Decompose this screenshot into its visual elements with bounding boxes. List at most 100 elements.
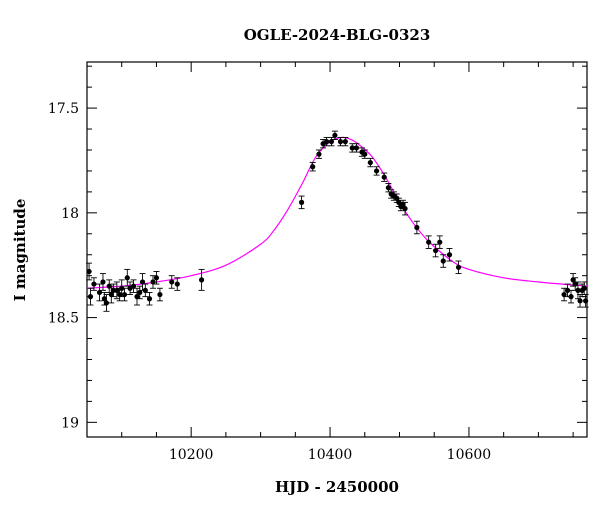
data-marker xyxy=(150,279,156,285)
y-tick-label: 17.5 xyxy=(48,101,79,117)
data-point xyxy=(153,271,160,285)
data-point xyxy=(174,277,181,291)
data-point xyxy=(309,162,316,172)
plot-frame xyxy=(86,61,588,438)
data-point xyxy=(331,130,338,140)
data-point xyxy=(298,195,305,210)
data-point xyxy=(436,235,443,249)
data-marker xyxy=(87,294,94,300)
model-curve-group xyxy=(86,136,588,289)
data-point xyxy=(373,166,380,176)
data-point xyxy=(142,283,149,298)
data-marker xyxy=(353,145,360,151)
data-marker xyxy=(373,168,380,174)
data-marker xyxy=(137,289,143,296)
data-marker xyxy=(568,294,574,300)
data-marker xyxy=(342,139,348,145)
data-point xyxy=(124,268,131,287)
data-marker xyxy=(570,277,576,283)
data-marker xyxy=(577,298,583,304)
data-point xyxy=(134,287,140,306)
data-point xyxy=(582,294,589,308)
data-point xyxy=(381,172,388,182)
y-tick-label: 18.5 xyxy=(48,311,79,327)
data-point xyxy=(446,248,453,262)
data-marker xyxy=(381,174,387,180)
data-point xyxy=(342,136,349,147)
data-marker xyxy=(583,298,589,304)
data-point xyxy=(361,149,368,159)
data-point xyxy=(572,277,579,291)
data-marker xyxy=(362,151,368,157)
data-point xyxy=(139,273,146,291)
data-marker xyxy=(316,151,322,157)
data-point xyxy=(432,243,439,258)
data-marker xyxy=(114,287,120,293)
y-tick-label: 19 xyxy=(61,415,79,431)
data-marker xyxy=(153,275,160,281)
data-marker xyxy=(310,164,316,170)
data-point xyxy=(349,143,356,153)
data-marker xyxy=(433,247,439,254)
x-tick-label: 10600 xyxy=(447,447,492,463)
data-marker xyxy=(575,287,581,293)
data-point xyxy=(413,220,420,235)
data-marker xyxy=(328,139,335,145)
model-curve xyxy=(86,136,588,289)
data-marker xyxy=(96,289,103,296)
data-marker xyxy=(174,281,180,287)
data-point xyxy=(425,235,432,249)
data-marker xyxy=(100,279,106,285)
data-marker xyxy=(337,139,344,145)
data-marker xyxy=(91,281,97,287)
data-point xyxy=(455,260,462,275)
data-point xyxy=(367,157,374,168)
data-marker xyxy=(108,291,114,298)
data-point xyxy=(156,287,163,302)
data-marker xyxy=(561,291,567,298)
data-marker xyxy=(86,268,92,275)
data-point xyxy=(564,283,571,298)
data-marker xyxy=(446,252,453,258)
data-point xyxy=(402,201,409,216)
plot-area: 10200 10400 10600 17.5 18 18.5 19 xyxy=(48,61,589,463)
data-marker xyxy=(564,287,571,293)
y-axis-label: I magnitude xyxy=(11,199,29,302)
data-marker xyxy=(298,199,305,205)
data-marker xyxy=(121,291,128,298)
data-marker xyxy=(101,296,107,302)
data-point xyxy=(113,281,120,300)
y-tick-label: 18 xyxy=(61,206,79,222)
observations-group xyxy=(86,130,589,312)
x-tick-label: 10200 xyxy=(169,447,214,463)
data-point xyxy=(168,275,175,289)
data-marker xyxy=(117,291,123,298)
axis-ticks xyxy=(86,62,587,437)
data-marker xyxy=(437,239,443,245)
data-point xyxy=(121,287,128,302)
data-point xyxy=(130,279,137,293)
data-point xyxy=(440,254,447,268)
data-point xyxy=(353,143,360,153)
data-marker xyxy=(124,275,130,281)
x-axis-label: HJD - 2450000 xyxy=(275,478,399,496)
data-marker xyxy=(169,279,175,285)
data-point xyxy=(136,285,143,300)
data-point xyxy=(146,291,153,306)
data-marker xyxy=(134,294,140,300)
data-point xyxy=(99,273,106,291)
data-point xyxy=(90,277,97,291)
data-marker xyxy=(142,287,148,293)
data-marker xyxy=(198,277,205,283)
data-point xyxy=(328,136,335,147)
data-marker xyxy=(572,281,578,287)
data-marker xyxy=(400,201,406,208)
data-marker xyxy=(581,285,587,291)
data-marker xyxy=(103,300,110,306)
data-marker xyxy=(385,185,391,191)
data-marker xyxy=(146,296,153,302)
x-tick-label: 10400 xyxy=(308,447,353,463)
data-marker xyxy=(402,206,408,212)
data-point xyxy=(103,294,110,312)
